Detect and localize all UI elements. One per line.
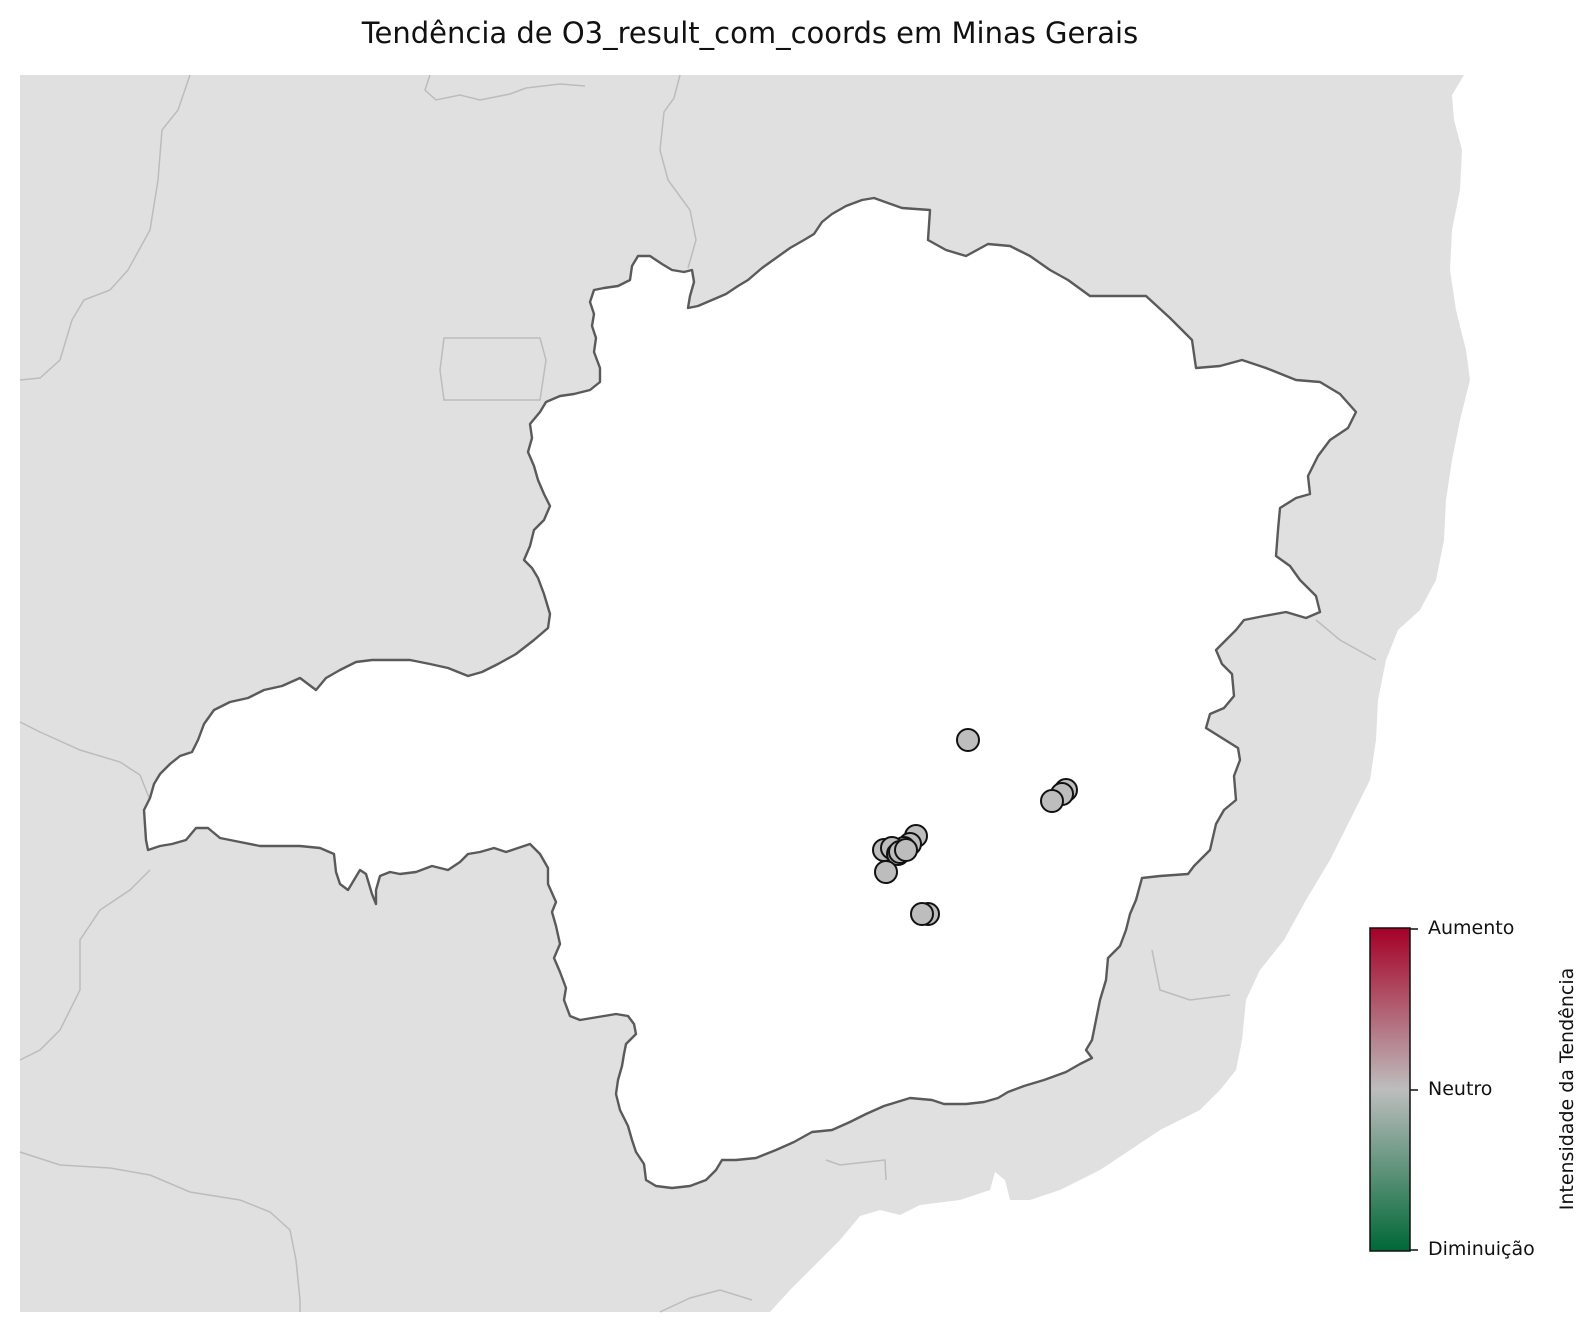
station-marker[interactable] (910, 902, 934, 926)
colorbar-gradient (1369, 927, 1411, 1252)
colorbar-tick-label-low: Diminuição (1428, 1238, 1535, 1260)
station-marker[interactable] (874, 860, 898, 884)
station-marker[interactable] (956, 728, 980, 752)
station-marker[interactable] (894, 838, 918, 862)
station-markers (872, 728, 1078, 926)
ocean-area (770, 75, 1476, 1312)
colorbar (1369, 927, 1418, 1252)
colorbar-tick-label-high: Aumento (1428, 917, 1515, 939)
colorbar-title: Intensidade da Tendência (1556, 967, 1578, 1211)
colorbar-tick-label-mid: Neutro (1428, 1078, 1493, 1100)
minas-gerais-outline (142, 196, 1358, 1190)
map-title: Tendência de O3_result_com_coords em Min… (361, 16, 1139, 50)
station-marker[interactable] (1040, 789, 1064, 813)
neighbor-borders (19, 74, 1377, 1313)
